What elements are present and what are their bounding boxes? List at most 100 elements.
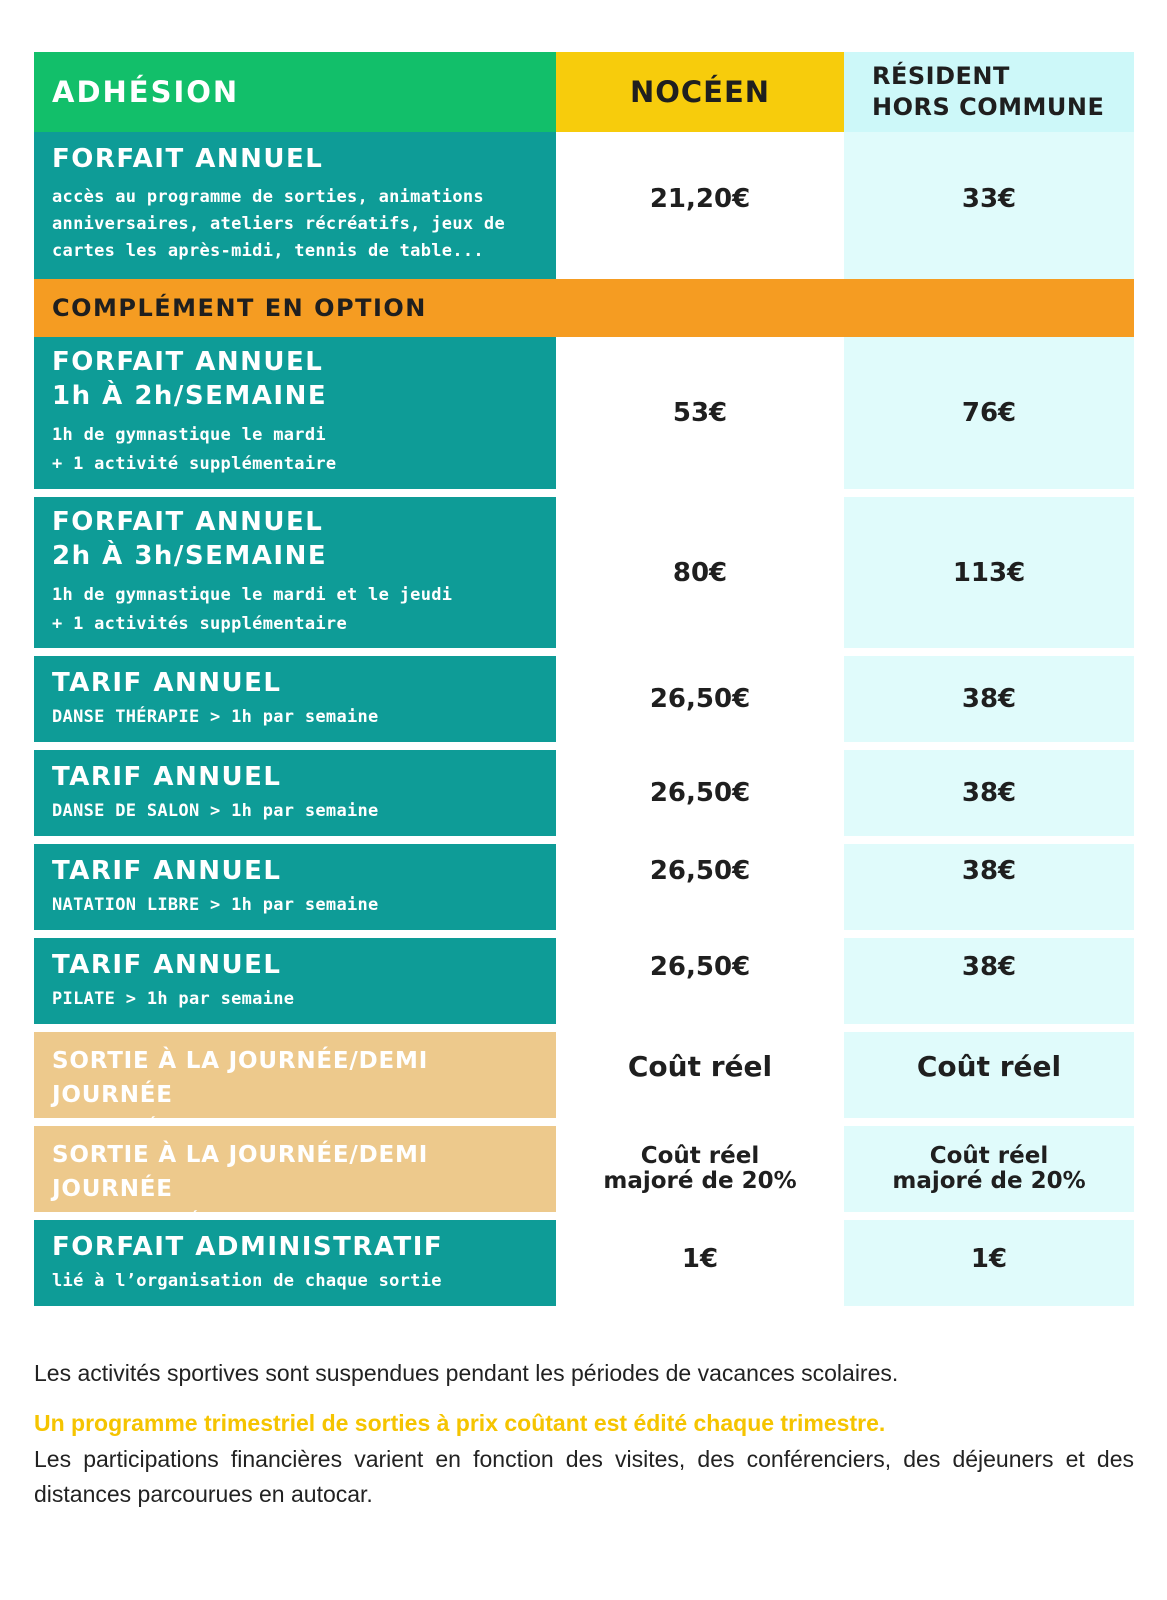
pilate-resident: 38€ <box>844 938 1134 1024</box>
pricing-table: ADHÉSION NOCÉEN RÉSIDENT HORS COMMUNE FO… <box>34 52 1134 1306</box>
option-header-label: COMPLÉMENT EN OPTION <box>52 294 427 322</box>
forfait-1h-2h-desc1: 1h de gymnastique le mardi <box>52 425 326 445</box>
footer-note-1: Les activités sportives sont suspendues … <box>34 1360 899 1386</box>
pilate-noceen-value: 26,50€ <box>649 952 751 982</box>
footer-highlight-text: Un programme trimestriel de sorties à pr… <box>34 1410 886 1436</box>
danse-therapie-activity: DANSE THÉRAPIE <box>52 707 200 727</box>
header-adhesion: ADHÉSION <box>34 52 556 132</box>
danse-salon-noceen: 26,50€ <box>556 750 844 836</box>
sortie-non-adherent-label-cell: SORTIE À LA JOURNÉE/DEMI JOURNÉE TARIF N… <box>34 1126 556 1231</box>
forfait-1h-2h-desc2: + 1 activité supplémentaire <box>52 454 337 474</box>
forfait-annuel-noceen: 21,20€ <box>556 132 844 279</box>
forfait-1h-2h-title1: FORFAIT ANNUEL <box>52 347 324 377</box>
natation-libre-label-cell: TARIF ANNUEL NATATION LIBRE > 1h par sem… <box>34 844 556 930</box>
sortie-adherent-resident-value: Coût réel <box>916 1050 1062 1083</box>
forfait-2h-3h-row: FORFAIT ANNUEL 2h À 3h/SEMAINE 1h de gym… <box>34 497 1134 648</box>
forfait-annuel-resident-value: 33€ <box>961 184 1017 214</box>
danse-therapie-title: TARIF ANNUEL <box>52 668 282 698</box>
forfait-administratif-noceen-value: 1€ <box>681 1244 719 1274</box>
forfait-annuel-label-cell: FORFAIT ANNUEL accès au programme de sor… <box>34 132 556 279</box>
header-noceen-label: NOCÉEN <box>629 75 771 109</box>
pilate-row: TARIF ANNUEL PILATE > 1h par semaine 26,… <box>34 938 1134 1024</box>
forfait-administratif-noceen: 1€ <box>556 1220 844 1306</box>
pilate-label-cell: TARIF ANNUEL PILATE > 1h par semaine <box>34 938 556 1024</box>
header-adhesion-label: ADHÉSION <box>52 75 240 109</box>
pilate-activity: PILATE <box>52 989 116 1009</box>
forfait-2h-3h-desc1: 1h de gymnastique le mardi et le jeudi <box>52 585 453 605</box>
danse-salon-activity: DANSE DE SALON <box>52 801 200 821</box>
header-row: ADHÉSION NOCÉEN RÉSIDENT HORS COMMUNE <box>34 52 1134 132</box>
sortie-adherent-label-cell: SORTIE À LA JOURNÉE/DEMI JOURNÉE TARIF A… <box>34 1032 556 1137</box>
pilate-title: TARIF ANNUEL <box>52 950 282 980</box>
danse-salon-noceen-value: 26,50€ <box>649 778 751 808</box>
danse-therapie-resident-value: 38€ <box>961 684 1017 714</box>
natation-libre-resident: 38€ <box>844 844 1134 930</box>
danse-salon-resident-value: 38€ <box>961 778 1017 808</box>
pilate-noceen: 26,50€ <box>556 938 844 1024</box>
danse-salon-frequency: > 1h par semaine <box>199 801 379 821</box>
forfait-administratif-title: FORFAIT ADMINISTRATIF <box>52 1232 444 1262</box>
natation-libre-frequency: > 1h par semaine <box>199 895 379 915</box>
forfait-annuel-title: FORFAIT ANNUEL <box>52 144 324 174</box>
sortie-adherent-noceen-value: Coût réel <box>627 1050 773 1083</box>
forfait-1h-2h-row: FORFAIT ANNUEL 1h À 2h/SEMAINE 1h de gym… <box>34 337 1134 489</box>
header-resident-line2: HORS COMMUNE <box>872 93 1105 121</box>
forfait-administratif-resident-value: 1€ <box>970 1244 1008 1274</box>
sortie-non-adherent-title: SORTIE À LA JOURNÉE/DEMI JOURNÉE <box>52 1142 429 1202</box>
natation-libre-noceen-value: 26,50€ <box>649 856 751 886</box>
forfait-1h-2h-label-cell: FORFAIT ANNUEL 1h À 2h/SEMAINE 1h de gym… <box>34 337 556 489</box>
forfait-administratif-label-cell: FORFAIT ADMINISTRATIF lié à l’organisati… <box>34 1220 556 1306</box>
danse-salon-row: TARIF ANNUEL DANSE DE SALON > 1h par sem… <box>34 750 1134 836</box>
danse-therapie-row: TARIF ANNUEL DANSE THÉRAPIE > 1h par sem… <box>34 656 1134 742</box>
pilate-resident-value: 38€ <box>961 952 1017 982</box>
sortie-non-adherent-resident-line2: majoré de 20% <box>892 1168 1086 1194</box>
sortie-adherent-row: SORTIE À LA JOURNÉE/DEMI JOURNÉE TARIF A… <box>34 1032 1134 1137</box>
natation-libre-activity: NATATION LIBRE <box>52 895 200 915</box>
forfait-1h-2h-noceen: 53€ <box>556 337 844 489</box>
sortie-adherent-noceen: Coût réel <box>556 1032 844 1118</box>
natation-libre-resident-value: 38€ <box>961 856 1017 886</box>
forfait-1h-2h-noceen-value: 53€ <box>672 398 728 428</box>
forfait-2h-3h-title1: FORFAIT ANNUEL <box>52 507 324 537</box>
natation-libre-row: TARIF ANNUEL NATATION LIBRE > 1h par sem… <box>34 844 1134 930</box>
forfait-annuel-description: accès au programme de sorties, animation… <box>52 187 505 261</box>
sortie-non-adherent-noceen-line1: Coût réel <box>640 1143 760 1169</box>
danse-salon-label-cell: TARIF ANNUEL DANSE DE SALON > 1h par sem… <box>34 750 556 836</box>
header-noceen: NOCÉEN <box>556 52 844 132</box>
forfait-1h-2h-title2: 1h À 2h/SEMAINE <box>52 381 328 411</box>
forfait-2h-3h-label-cell: FORFAIT ANNUEL 2h À 3h/SEMAINE 1h de gym… <box>34 497 556 648</box>
sortie-adherent-title: SORTIE À LA JOURNÉE/DEMI JOURNÉE <box>52 1048 429 1108</box>
danse-therapie-noceen-value: 26,50€ <box>649 684 751 714</box>
sortie-non-adherent-noceen: Coût réel majoré de 20% <box>556 1126 844 1212</box>
forfait-administratif-sub: lié à l’organisation de chaque sortie <box>52 1271 442 1291</box>
forfait-annuel-resident: 33€ <box>844 132 1134 279</box>
forfait-2h-3h-resident-value: 113€ <box>952 557 1026 588</box>
forfait-2h-3h-noceen: 80€ <box>556 497 844 648</box>
forfait-2h-3h-desc2: + 1 activités supplémentaire <box>52 614 347 634</box>
forfait-administratif-resident: 1€ <box>844 1220 1134 1306</box>
forfait-2h-3h-title2: 2h À 3h/SEMAINE <box>52 541 328 571</box>
sortie-non-adherent-resident-line1: Coût réel <box>929 1143 1049 1169</box>
forfait-2h-3h-resident: 113€ <box>844 497 1134 648</box>
footer-highlight: Un programme trimestriel de sorties à pr… <box>34 1406 1134 1441</box>
forfait-2h-3h-noceen-value: 80€ <box>672 557 728 588</box>
sortie-adherent-resident: Coût réel <box>844 1032 1134 1118</box>
forfait-1h-2h-resident: 76€ <box>844 337 1134 489</box>
forfait-administratif-row: FORFAIT ADMINISTRATIF lié à l’organisati… <box>34 1220 1134 1306</box>
sortie-non-adherent-resident: Coût réel majoré de 20% <box>844 1126 1134 1212</box>
sortie-non-adherent-row: SORTIE À LA JOURNÉE/DEMI JOURNÉE TARIF N… <box>34 1126 1134 1231</box>
pilate-frequency: > 1h par semaine <box>115 989 295 1009</box>
danse-salon-resident: 38€ <box>844 750 1134 836</box>
danse-therapie-noceen: 26,50€ <box>556 656 844 742</box>
danse-therapie-frequency: > 1h par semaine <box>199 707 379 727</box>
danse-therapie-resident: 38€ <box>844 656 1134 742</box>
danse-therapie-label-cell: TARIF ANNUEL DANSE THÉRAPIE > 1h par sem… <box>34 656 556 742</box>
header-resident: RÉSIDENT HORS COMMUNE <box>844 52 1134 132</box>
header-resident-line1: RÉSIDENT <box>872 62 1010 90</box>
natation-libre-noceen: 26,50€ <box>556 844 844 930</box>
option-header-row: COMPLÉMENT EN OPTION <box>34 279 1134 337</box>
footer-note-2: Les participations financières varient e… <box>34 1446 1134 1507</box>
forfait-annuel-noceen-value: 21,20€ <box>649 184 751 214</box>
natation-libre-title: TARIF ANNUEL <box>52 856 282 886</box>
forfait-1h-2h-resident-value: 76€ <box>961 398 1017 428</box>
